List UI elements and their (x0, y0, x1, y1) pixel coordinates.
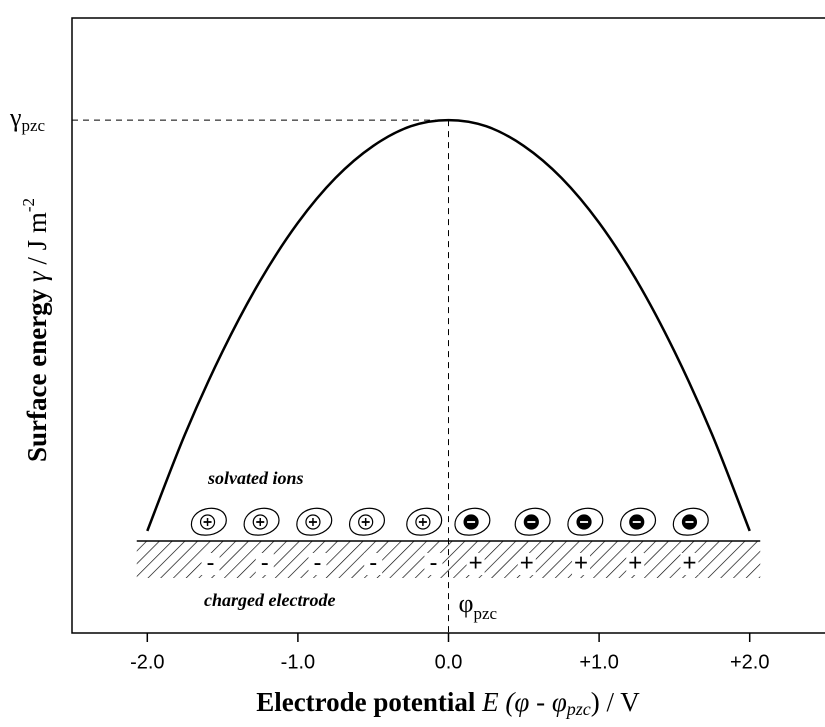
charge-backdrop (308, 553, 327, 575)
electrode-charge: - (313, 549, 321, 576)
charge-backdrop (680, 553, 699, 575)
x-title-part: Electrode potential (256, 687, 482, 717)
charge-backdrop (424, 553, 443, 575)
x-title-part: E (φ (481, 687, 529, 717)
x-axis-title: Electrode potential E (φ - φpzc) / V (256, 687, 640, 719)
x-title-part: pzc (565, 699, 591, 719)
annotation: solvated ions (207, 468, 304, 488)
x-title-part: ) (591, 687, 600, 717)
y-title-part: Surface energy (22, 282, 52, 462)
electrode-charge: - (429, 549, 437, 576)
x-tick-label: +2.0 (730, 651, 769, 673)
charge-backdrop (201, 553, 220, 575)
charge-backdrop (255, 553, 274, 575)
electrode-charge: + (628, 549, 642, 576)
x-title-part: - (529, 687, 552, 717)
y-title-part: -2 (19, 198, 38, 212)
electrode-charge: + (574, 549, 588, 576)
phi-pzc-label: φpzc (459, 589, 498, 623)
x-tick-label: 0.0 (435, 651, 463, 673)
electrode-charge: - (369, 549, 377, 576)
plot-frame (71, 17, 825, 634)
charge-backdrop (466, 553, 485, 575)
electrode-charge: - (261, 549, 269, 576)
x-tick-label: -1.0 (281, 651, 315, 673)
y-axis-title: Surface energy γ / J m-2 (19, 198, 52, 462)
charge-backdrop (517, 553, 536, 575)
gamma-pzc-label: γpzc (9, 103, 46, 135)
label-part: pzc (22, 116, 46, 135)
charge-backdrop (626, 553, 645, 575)
annotation: charged electrode (204, 590, 335, 610)
charge-backdrop (364, 553, 383, 575)
electrode-charge: + (520, 549, 534, 576)
y-title-part: γ (22, 270, 52, 282)
x-tick-label: -2.0 (130, 651, 164, 673)
label-part: pzc (474, 604, 498, 623)
x-title-part: / V (600, 687, 641, 717)
x-title-part: φ (552, 687, 567, 717)
label-part: φ (459, 589, 474, 618)
electrode-charge: + (469, 549, 483, 576)
charge-backdrop (572, 553, 591, 575)
electrode-charge: - (207, 549, 215, 576)
electrode-charge: + (682, 549, 696, 576)
x-tick-label: +1.0 (579, 651, 618, 673)
label-part: γ (9, 103, 22, 132)
y-title-part: / J m (22, 212, 52, 271)
